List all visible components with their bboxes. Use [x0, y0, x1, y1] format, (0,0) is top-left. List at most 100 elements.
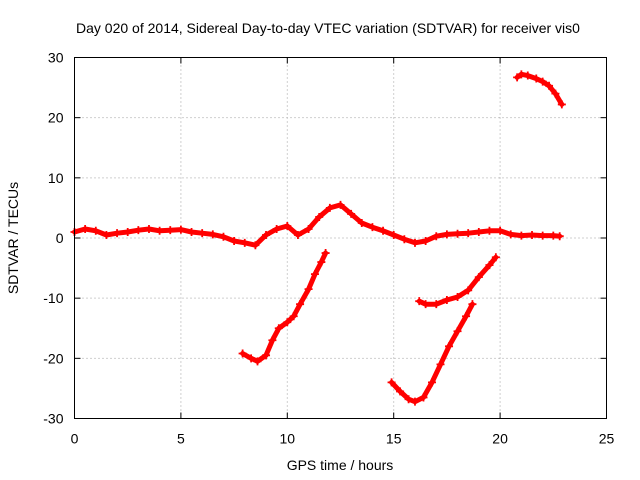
y-tick-label: 30	[48, 50, 64, 66]
data-point	[238, 349, 247, 358]
data-point	[262, 351, 271, 360]
data-point	[176, 225, 185, 234]
data-point	[468, 300, 477, 309]
y-tick-label: 10	[48, 170, 64, 186]
x-tick-label: 15	[386, 431, 402, 447]
series-arc-late	[513, 70, 566, 109]
data-point	[513, 73, 522, 82]
data-point	[81, 224, 90, 233]
data-point	[432, 232, 441, 241]
data-point	[123, 227, 132, 236]
data-point	[517, 231, 526, 240]
data-point	[421, 300, 430, 309]
data-point	[432, 300, 441, 309]
series-arc-evening-upper	[415, 253, 500, 309]
data-point	[453, 292, 462, 301]
data-point	[253, 357, 262, 366]
data-point	[442, 230, 451, 239]
data-point	[274, 324, 283, 333]
data-point	[532, 74, 541, 83]
data-point	[347, 209, 356, 218]
data-point	[428, 378, 437, 387]
data-point	[442, 295, 451, 304]
data-point	[325, 203, 334, 212]
data-point	[387, 378, 396, 387]
data-point	[283, 318, 292, 327]
data-point	[462, 312, 471, 321]
data-point	[528, 230, 537, 239]
data-point	[557, 100, 566, 109]
tick-layer: 0 5 10 15 20 25 -30 -20 -10 0 10 20 30	[43, 50, 614, 447]
series-line	[240, 250, 329, 364]
data-point	[404, 395, 413, 404]
data-point	[91, 226, 100, 235]
data-point	[464, 229, 473, 238]
x-tick-label: 20	[492, 431, 508, 447]
data-point	[396, 387, 405, 396]
x-axis-label: GPS time / hours	[287, 457, 394, 473]
x-tick-label: 5	[177, 431, 185, 447]
y-axis-label: SDTVAR / TECUs	[5, 182, 21, 294]
data-point	[262, 230, 271, 239]
data-point	[453, 229, 462, 238]
series-line	[389, 301, 475, 405]
data-point	[445, 342, 454, 351]
data-point	[453, 327, 462, 336]
data-point	[523, 71, 532, 80]
data-point	[251, 241, 260, 250]
y-tick-label: -10	[43, 290, 63, 306]
series-layer	[70, 70, 566, 406]
data-point	[506, 230, 515, 239]
series-arc-morning	[238, 249, 330, 366]
x-tick-label: 10	[280, 431, 296, 447]
data-point	[389, 230, 398, 239]
data-point	[474, 273, 483, 282]
data-point	[436, 360, 445, 369]
data-point	[410, 238, 419, 247]
data-point	[208, 230, 217, 239]
chart-title: Day 020 of 2014, Sidereal Day-to-day VTE…	[76, 20, 580, 36]
data-point	[419, 393, 428, 402]
data-point	[415, 297, 424, 306]
data-point	[144, 224, 153, 233]
data-point	[555, 232, 564, 241]
data-point	[517, 70, 526, 79]
y-tick-label: 20	[48, 110, 64, 126]
data-point	[538, 231, 547, 240]
data-point	[464, 286, 473, 295]
data-point	[268, 336, 277, 345]
data-point	[134, 226, 143, 235]
y-tick-label: -20	[43, 350, 63, 366]
y-tick-label: 0	[56, 230, 64, 246]
data-point	[296, 300, 305, 309]
data-point	[289, 312, 298, 321]
data-point	[240, 238, 249, 247]
data-point	[155, 226, 164, 235]
data-point	[166, 226, 175, 235]
data-point	[410, 397, 419, 406]
x-tick-label: 25	[599, 431, 615, 447]
series-arc-evening-lower	[387, 300, 477, 406]
data-point	[304, 285, 313, 294]
data-point	[368, 223, 377, 232]
data-point	[491, 253, 500, 262]
data-point	[357, 218, 366, 227]
data-point	[317, 258, 326, 267]
data-point	[113, 229, 122, 238]
data-point	[538, 77, 547, 86]
series-line	[72, 202, 563, 248]
data-point	[198, 229, 207, 238]
data-point	[336, 200, 345, 209]
data-point	[551, 89, 560, 98]
data-point	[219, 232, 228, 241]
data-point	[485, 226, 494, 235]
data-point	[400, 235, 409, 244]
data-point	[230, 237, 239, 246]
y-tick-label: -30	[43, 411, 63, 427]
x-tick-label: 0	[71, 431, 79, 447]
grid-layer	[74, 57, 607, 419]
data-point	[247, 354, 256, 363]
data-point	[187, 227, 196, 236]
data-point	[545, 81, 554, 90]
